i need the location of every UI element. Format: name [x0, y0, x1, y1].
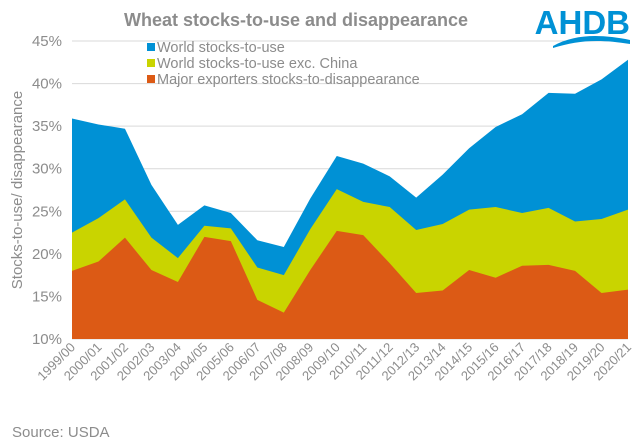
legend-label: World stocks-to-use exc. China — [157, 56, 358, 72]
y-axis-ticks: 10% 15% 20% 25% 30% 35% 40% 45% — [32, 33, 62, 348]
y-tick-label: 45% — [32, 33, 62, 50]
x-axis-ticks: 1999/002000/012001/022002/032003/042004/… — [34, 340, 632, 384]
legend-label: Major exporters stocks-to-disappearance — [157, 72, 420, 88]
logo-wave-icon — [553, 36, 630, 48]
legend-label: World stocks-to-use — [157, 40, 285, 56]
logo-text: AHDB — [535, 4, 630, 41]
area-series — [72, 59, 628, 339]
ahdb-logo: AHDB — [535, 4, 630, 48]
source-note: Source: USDA — [12, 424, 110, 441]
legend-swatch — [147, 43, 155, 51]
y-tick-label: 25% — [32, 203, 62, 220]
y-tick-label: 35% — [32, 118, 62, 135]
y-axis-label: Stocks-to-use/ disappearance — [9, 91, 26, 289]
y-tick-label: 30% — [32, 161, 62, 178]
chart-title: Wheat stocks-to-use and disappearance — [124, 10, 468, 30]
y-tick-label: 20% — [32, 246, 62, 263]
y-tick-label: 40% — [32, 76, 62, 93]
y-tick-label: 15% — [32, 288, 62, 305]
y-tick-label: 10% — [32, 331, 62, 348]
legend-swatch — [147, 75, 155, 83]
area-major-exporters-stocks-to-disappearance — [72, 230, 628, 339]
legend-swatch — [147, 59, 155, 67]
